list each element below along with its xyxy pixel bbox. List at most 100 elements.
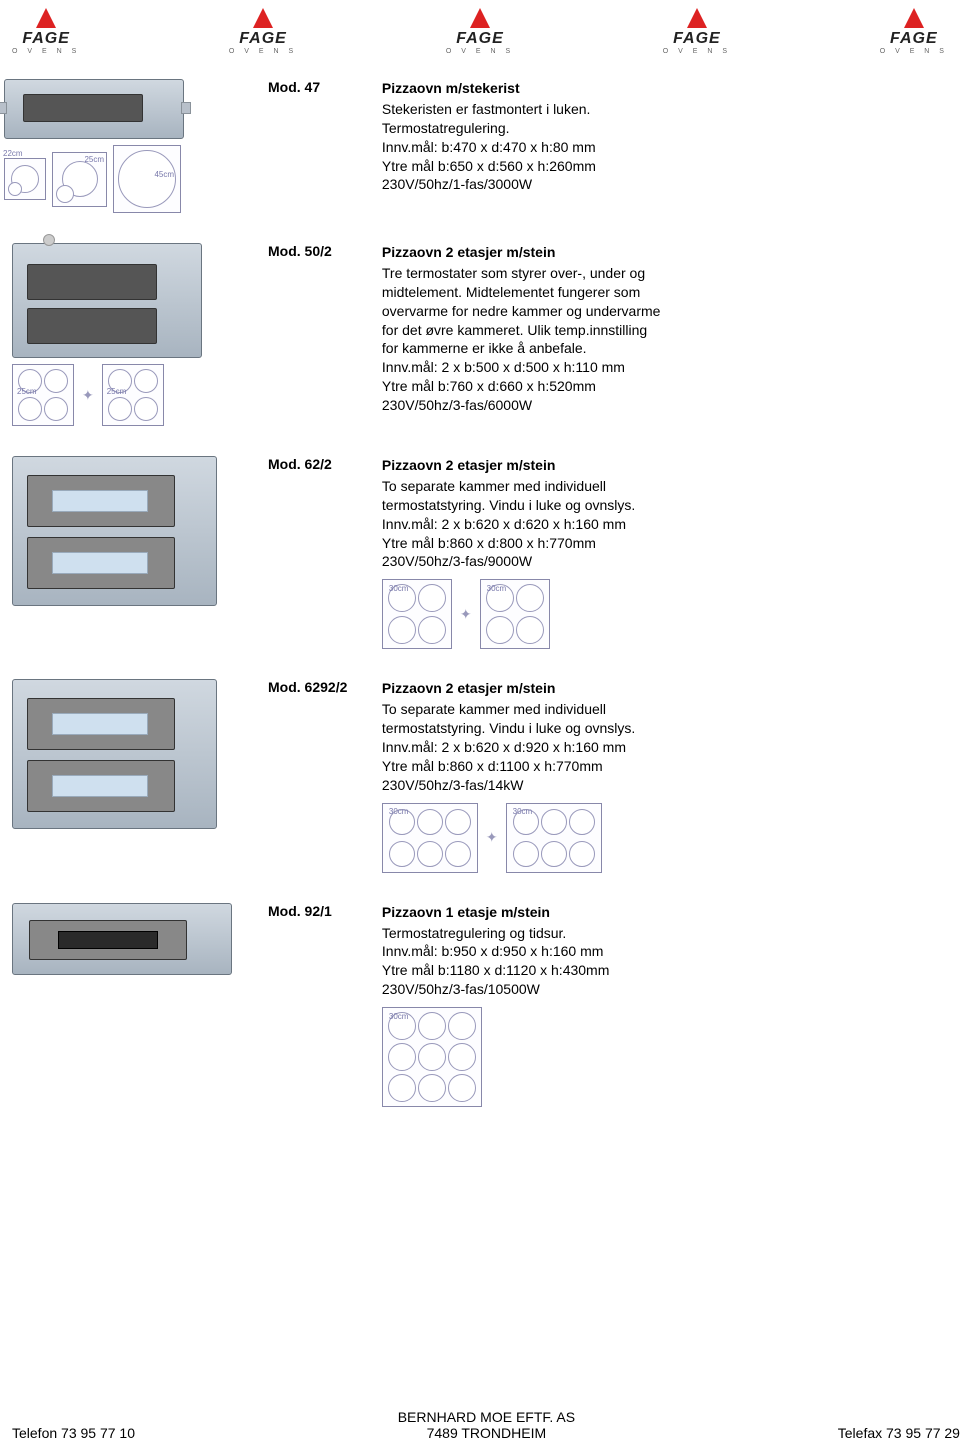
dim-label: 30cm <box>513 807 533 816</box>
product-text: Mod. 6292/2 Pizzaovn 2 etasjer m/stein T… <box>262 679 948 872</box>
dim-label: 30cm <box>389 1012 409 1021</box>
brand-logo: FAGE O V E N S <box>446 8 514 55</box>
desc-line: Ytre mål b:650 x d:560 x h:260mm <box>382 157 596 176</box>
flame-icon <box>687 8 707 28</box>
brand-logo: FAGE O V E N S <box>663 8 731 55</box>
footer-address: 7489 TRONDHEIM <box>398 1425 575 1441</box>
logo-text: FAGE <box>239 30 287 48</box>
product-title: Pizzaovn 2 etasjer m/stein <box>382 679 635 698</box>
product-row: 25cm ✦ 25cm Mod. 50/2 Pizzaovn 2 etasjer… <box>0 237 960 450</box>
capacity-diagram: 22cm 25cm 45cm <box>4 145 262 213</box>
oven-image <box>12 903 232 975</box>
product-text: Mod. 62/2 Pizzaovn 2 etasjer m/stein To … <box>262 456 948 649</box>
desc-line: To separate kammer med individuell <box>382 477 635 496</box>
logo-subtext: O V E N S <box>446 48 514 55</box>
footer-fax: Telefax 73 95 77 29 <box>838 1425 960 1441</box>
flame-icon <box>470 8 490 28</box>
plus-icon: ✦ <box>460 606 472 623</box>
product-image-col <box>12 903 262 1107</box>
logo-subtext: O V E N S <box>880 48 948 55</box>
model-code: Mod. 92/1 <box>268 903 378 919</box>
desc-line: midtelement. Midtelementet fungerer som <box>382 283 661 302</box>
model-code: Mod. 47 <box>268 79 378 95</box>
desc-line: Innv.mål: 2 x b:620 x d:920 x h:160 mm <box>382 738 635 757</box>
desc-line: Ytre mål b:860 x d:800 x h:770mm <box>382 534 635 553</box>
desc-line: Tre termostater som styrer over-, under … <box>382 264 661 283</box>
desc-line: 230V/50hz/1-fas/3000W <box>382 175 596 194</box>
product-text: Mod. 47 Pizzaovn m/stekerist Stekeristen… <box>262 79 948 213</box>
capacity-diagram: 25cm ✦ 25cm <box>12 364 262 426</box>
desc-line: Termostatregulering. <box>382 119 596 138</box>
desc-line: Stekeristen er fastmontert i luken. <box>382 100 596 119</box>
dim-label: 30cm <box>389 807 409 816</box>
model-code: Mod. 62/2 <box>268 456 378 472</box>
product-image-col: 22cm 25cm 45cm <box>12 79 262 213</box>
oven-image <box>4 79 184 139</box>
product-description: Pizzaovn m/stekerist Stekeristen er fast… <box>382 79 596 194</box>
plus-icon: ✦ <box>82 387 94 404</box>
flame-icon <box>36 8 56 28</box>
flame-icon <box>904 8 924 28</box>
desc-line: Innv.mål: b:950 x d:950 x h:160 mm <box>382 942 610 961</box>
desc-line: To separate kammer med individuell <box>382 700 635 719</box>
desc-line: Innv.mål: b:470 x d:470 x h:80 mm <box>382 138 596 157</box>
product-description: Pizzaovn 2 etasjer m/stein To separate k… <box>382 456 635 649</box>
logo-subtext: O V E N S <box>229 48 297 55</box>
logo-text: FAGE <box>456 30 504 48</box>
brand-logo: FAGE O V E N S <box>880 8 948 55</box>
desc-line: Innv.mål: 2 x b:500 x d:500 x h:110 mm <box>382 358 661 377</box>
footer-phone: Telefon 73 95 77 10 <box>12 1425 135 1441</box>
product-row: 22cm 25cm 45cm Mod. 47 Pizzaovn m/steker… <box>0 73 960 237</box>
brand-logo: FAGE O V E N S <box>229 8 297 55</box>
product-image-col <box>12 679 262 872</box>
product-row: Mod. 62/2 Pizzaovn 2 etasjer m/stein To … <box>0 450 960 673</box>
logo-subtext: O V E N S <box>12 48 80 55</box>
capacity-diagram: 30cm ✦ 30cm <box>382 579 635 649</box>
product-row: Mod. 92/1 Pizzaovn 1 etasje m/stein Term… <box>0 897 960 1131</box>
desc-line: 230V/50hz/3-fas/14kW <box>382 776 635 795</box>
oven-image <box>12 456 217 606</box>
desc-line: Termostatregulering og tidsur. <box>382 924 610 943</box>
desc-line: Innv.mål: 2 x b:620 x d:620 x h:160 mm <box>382 515 635 534</box>
desc-line: 230V/50hz/3-fas/6000W <box>382 396 661 415</box>
product-description: Pizzaovn 2 etasjer m/stein Tre termostat… <box>382 243 661 415</box>
product-title: Pizzaovn 2 etasjer m/stein <box>382 243 661 262</box>
model-code: Mod. 6292/2 <box>268 679 378 695</box>
desc-line: termostatstyring. Vindu i luke og ovnsly… <box>382 496 635 515</box>
dim-label: 25cm <box>17 387 37 396</box>
desc-line: termostatstyring. Vindu i luke og ovnsly… <box>382 719 635 738</box>
page-footer: Telefon 73 95 77 10 BERNHARD MOE EFTF. A… <box>0 1409 960 1441</box>
desc-line: 230V/50hz/3-fas/10500W <box>382 980 610 999</box>
logo-text: FAGE <box>673 30 721 48</box>
desc-line: Ytre mål b:1180 x d:1120 x h:430mm <box>382 961 610 980</box>
footer-company: BERNHARD MOE EFTF. AS 7489 TRONDHEIM <box>398 1409 575 1441</box>
plus-icon: ✦ <box>486 829 498 846</box>
capacity-diagram: 30cm <box>382 1007 610 1107</box>
dim-label: 25cm <box>107 387 127 396</box>
product-text: Mod. 50/2 Pizzaovn 2 etasjer m/stein Tre… <box>262 243 948 426</box>
logo-text: FAGE <box>22 30 70 48</box>
dim-label: 25cm <box>84 155 104 164</box>
logo-text: FAGE <box>890 30 938 48</box>
oven-image <box>12 243 202 358</box>
capacity-diagram: 30cm ✦ 30cm <box>382 803 635 873</box>
product-row: Mod. 6292/2 Pizzaovn 2 etasjer m/stein T… <box>0 673 960 896</box>
footer-company-name: BERNHARD MOE EFTF. AS <box>398 1409 575 1425</box>
product-text: Mod. 92/1 Pizzaovn 1 etasje m/stein Term… <box>262 903 948 1107</box>
dim-label: 22cm <box>3 149 23 158</box>
oven-image <box>12 679 217 829</box>
desc-line: Ytre mål b:760 x d:660 x h:520mm <box>382 377 661 396</box>
desc-line: Ytre mål b:860 x d:1100 x h:770mm <box>382 757 635 776</box>
product-image-col: 25cm ✦ 25cm <box>12 243 262 426</box>
product-description: Pizzaovn 2 etasjer m/stein To separate k… <box>382 679 635 872</box>
model-code: Mod. 50/2 <box>268 243 378 259</box>
desc-line: for det øvre kammeret. Ulik temp.innstil… <box>382 321 661 340</box>
dim-label: 30cm <box>487 584 507 593</box>
brand-logo: FAGE O V E N S <box>12 8 80 55</box>
product-image-col <box>12 456 262 649</box>
dim-label: 30cm <box>389 584 409 593</box>
logo-subtext: O V E N S <box>663 48 731 55</box>
desc-line: 230V/50hz/3-fas/9000W <box>382 552 635 571</box>
product-title: Pizzaovn m/stekerist <box>382 79 596 98</box>
flame-icon <box>253 8 273 28</box>
